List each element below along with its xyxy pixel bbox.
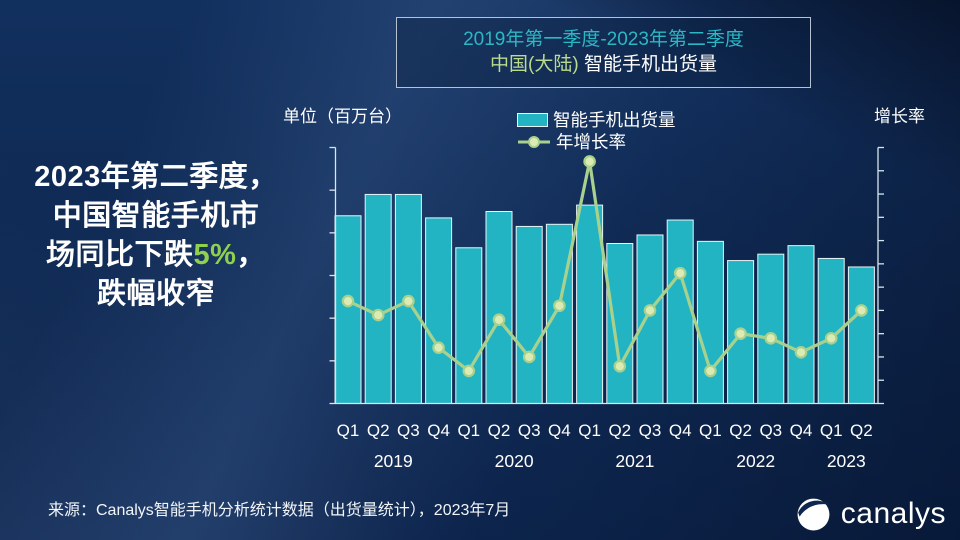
headline-line1: 2023年第二季度， [34,161,278,193]
growth-point-Q1-4 [462,364,476,378]
shipment-bar-Q3-14 [757,253,785,404]
legend-item-growth: 年增长率 [517,132,676,152]
quarter-label: Q4 [427,421,450,440]
shipment-bar-Q4-3 [425,217,453,405]
growth-point-Q1-0 [341,294,355,308]
shipment-bar-Q2-1 [364,193,392,404]
shipment-bar-Q2-5 [485,211,513,404]
quarter-label: Q2 [488,421,511,440]
shipment-bar-Q1-0 [334,215,362,405]
quarter-label: Q1 [457,421,480,440]
headline: 2023年第二季度， 中国智能手机市 场同比下跌5%， 跌幅收窄 [6,158,306,314]
quarter-label: Q1 [578,421,601,440]
growth-point-Q3-6 [522,350,536,364]
year-label: 2019 [374,451,413,471]
quarter-label: Q2 [850,421,873,440]
left-tick-label: 0 [325,395,326,414]
growth-line [347,159,863,373]
quarter-label: Q3 [518,421,541,440]
quarter-label: Q2 [729,421,752,440]
growth-point-Q3-14 [764,332,778,345]
growth-point-Q4-11 [673,266,687,280]
headline-highlight: 5% [193,239,237,271]
headline-line4: 跌幅收窄 [96,278,215,310]
left-tick-label: 20 [325,352,326,371]
growth-point-Q1-16 [824,332,838,345]
canalys-logo-icon [797,498,830,531]
shipments-growth-chart: 02040608010012030%25%20%15%10%5%0%-5%-10… [325,139,884,471]
growth-point-Q4-15 [794,346,808,359]
quarter-label: Q4 [669,421,692,440]
quarter-label: Q1 [820,421,843,440]
quarter-label: Q1 [337,421,360,440]
quarter-label: Q3 [397,421,420,440]
quarter-label: Q3 [759,421,782,440]
shipment-bar-Q4-15 [787,245,815,404]
quarter-label: Q2 [367,421,390,440]
chart-title-metric: 智能手机出货量 [578,54,717,75]
growth-point-Q4-7 [553,299,566,313]
line-series-marker-icon [518,135,550,148]
legend-growth-label: 年增长率 [556,132,626,152]
right-axis-caption: 增长率 [874,107,925,126]
growth-point-Q2-9 [613,359,627,373]
chart-title-period: 2019年第一季度-2023年第二季度 [463,29,744,50]
chart-title-region: 中国(大陆) [490,54,579,75]
growth-point-Q3-2 [402,294,415,308]
growth-point-Q2-17 [855,304,868,317]
source-note: 来源：Canalys智能手机分析统计数据（出货量统计），2023年7月 [48,502,511,519]
quarter-label: Q4 [790,421,813,440]
chart-title-subject: 中国(大陆) 智能手机出货量 [397,52,810,77]
left-tick-label: 40 [325,309,326,328]
quarter-label: Q4 [548,421,571,440]
shipment-bar-Q2-9 [606,243,634,404]
year-label: 2020 [495,451,534,471]
shipment-bar-Q4-7 [545,223,573,404]
growth-point-Q2-13 [734,327,747,340]
left-tick-label: 120 [325,139,326,158]
canalys-logo-text: canalys [840,496,946,530]
growth-point-Q3-10 [643,304,657,317]
chart-legend: 智能手机出货量 年增长率 [517,110,676,154]
left-tick-label: 60 [325,267,326,286]
chart-title-box: 2019年第一季度-2023年第二季度 中国(大陆) 智能手机出货量 [396,17,811,88]
left-tick-label: 100 [325,181,326,200]
canalys-logo: canalys [795,495,946,532]
shipment-bar-Q1-8 [576,204,604,404]
shipment-bar-Q2-17 [847,266,875,404]
year-label: 2022 [736,451,775,471]
headline-line2: 中国智能手机市 [52,200,260,232]
headline-line3-suffix: ， [236,239,266,271]
quarter-label: Q1 [699,421,722,440]
quarter-label: Q2 [608,421,631,440]
legend-shipments-label: 智能手机出货量 [553,110,676,130]
shipment-bar-Q3-10 [636,234,664,405]
left-tick-label: 80 [325,224,326,243]
shipment-bar-Q4-11 [666,219,694,404]
shipment-bar-Q1-12 [696,240,724,404]
growth-point-Q2-5 [492,313,506,327]
year-label: 2023 [827,451,866,471]
growth-point-Q2-1 [371,308,385,322]
left-axis-caption: 单位（百万台） [283,107,402,126]
quarter-label: Q3 [639,421,662,440]
growth-point-Q1-12 [704,364,717,378]
growth-point-Q4-3 [432,341,445,354]
shipment-bar-Q3-6 [515,225,543,404]
legend-item-shipments: 智能手机出货量 [517,110,676,130]
headline-line3-prefix: 场同比下跌 [46,239,194,271]
shipment-bar-Q1-4 [455,247,483,405]
bar-series-swatch-icon [517,112,548,127]
growth-point-Q1-8 [583,155,596,168]
year-label: 2021 [615,451,654,471]
